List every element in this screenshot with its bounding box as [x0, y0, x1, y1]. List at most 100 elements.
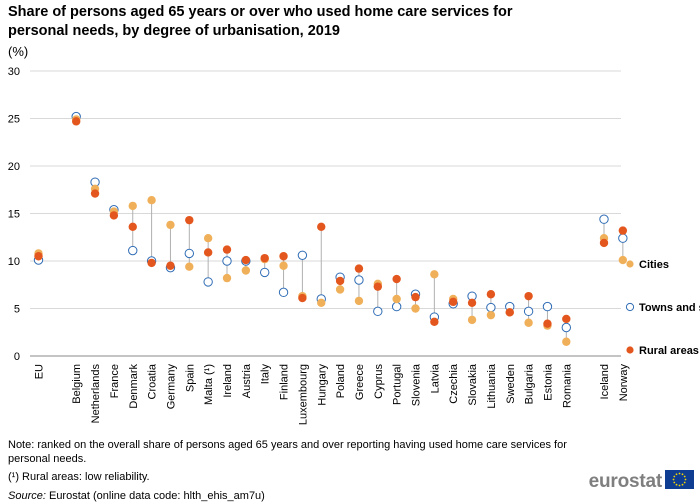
x-tick-label: Malta (¹)	[203, 364, 215, 405]
x-tick-label: Finland	[279, 364, 291, 400]
x-tick-label: Netherlands	[90, 364, 102, 424]
point-towns-and-suburbs	[355, 276, 363, 284]
source-text: Eurostat (online data code: hlth_ehis_am…	[46, 490, 265, 502]
x-tick-label: Austria	[241, 363, 253, 398]
point-towns-and-suburbs	[223, 257, 231, 265]
x-tick-label: Slovenia	[411, 363, 423, 406]
point-towns-and-suburbs	[374, 307, 382, 315]
point-cities	[430, 270, 438, 278]
x-tick-label: Belgium	[71, 364, 83, 404]
point-cities	[487, 311, 495, 319]
x-tick-label: Luxembourg	[297, 364, 309, 425]
x-tick-label: Portugal	[392, 364, 404, 405]
point-cities	[355, 297, 363, 305]
point-rural-areas	[91, 189, 99, 197]
point-towns-and-suburbs	[392, 302, 400, 310]
point-cities	[204, 234, 212, 242]
notes-block: Note: ranked on the overall share of per…	[8, 439, 608, 503]
legend-marker-rural-areas	[626, 346, 633, 353]
x-tick-label: Ireland	[222, 364, 234, 398]
point-cities	[166, 221, 174, 229]
x-tick-label: Romania	[561, 363, 573, 408]
point-cities	[129, 202, 137, 210]
x-tick-label: Iceland	[599, 364, 611, 399]
x-tick-label: Latvia	[429, 363, 441, 393]
point-cities	[317, 299, 325, 307]
data-markers	[34, 112, 627, 346]
point-cities	[411, 304, 419, 312]
y-tick-label: 0	[14, 351, 20, 363]
x-tick-label: Estonia	[542, 363, 554, 401]
y-tick-label: 25	[8, 114, 20, 126]
x-tick-label: EU	[34, 364, 46, 379]
note-text: Note: ranked on the overall share of per…	[8, 439, 608, 466]
point-towns-and-suburbs	[298, 251, 306, 259]
point-towns-and-suburbs	[562, 323, 570, 331]
point-towns-and-suburbs	[524, 307, 532, 315]
x-tick-label: Sweden	[505, 364, 517, 404]
x-tick-label: Norway	[618, 364, 630, 402]
point-cities	[185, 263, 193, 271]
x-tick-label: Spain	[184, 364, 196, 392]
point-rural-areas	[468, 299, 476, 307]
point-cities	[524, 319, 532, 327]
point-rural-areas	[374, 282, 382, 290]
x-tick-label: Slovakia	[467, 363, 479, 405]
point-towns-and-suburbs	[261, 268, 269, 276]
point-rural-areas	[317, 223, 325, 231]
eurostat-logo: eurostat	[589, 471, 662, 493]
x-tick-label: Poland	[335, 364, 347, 398]
legend-marker-cities	[626, 260, 633, 267]
legend-marker-towns-and-suburbs	[626, 303, 633, 310]
point-rural-areas	[600, 239, 608, 247]
point-cities	[147, 196, 155, 204]
x-tick-label: Bulgaria	[524, 363, 536, 404]
point-rural-areas	[147, 259, 155, 267]
point-cities	[392, 295, 400, 303]
point-rural-areas	[185, 216, 193, 224]
point-towns-and-suburbs	[129, 246, 137, 254]
point-rural-areas	[72, 117, 80, 125]
point-rural-areas	[619, 226, 627, 234]
point-towns-and-suburbs	[619, 234, 627, 242]
point-rural-areas	[298, 294, 306, 302]
x-tick-label: Croatia	[147, 363, 159, 399]
point-rural-areas	[430, 318, 438, 326]
y-tick-label: 10	[8, 256, 20, 268]
point-cities	[619, 256, 627, 264]
x-tick-label: Cyprus	[373, 364, 385, 399]
legend-label-towns-and-suburbs: Towns and suburbs	[639, 302, 700, 314]
point-cities	[242, 266, 250, 274]
point-towns-and-suburbs	[487, 303, 495, 311]
x-tick-label: Italy	[260, 364, 272, 385]
x-tick-label: Greece	[354, 364, 366, 400]
point-towns-and-suburbs	[204, 278, 212, 286]
x-tick-label: Czechia	[448, 363, 460, 404]
point-rural-areas	[261, 254, 269, 262]
eu-flag-icon	[665, 470, 694, 489]
point-cities	[279, 262, 287, 270]
x-tick-label: Germany	[165, 364, 177, 410]
point-rural-areas	[336, 277, 344, 285]
point-cities	[336, 285, 344, 293]
x-tick-label: Denmark	[128, 364, 140, 409]
point-cities	[223, 274, 231, 282]
point-rural-areas	[279, 252, 287, 260]
point-towns-and-suburbs	[543, 302, 551, 310]
point-rural-areas	[392, 275, 400, 283]
point-towns-and-suburbs	[279, 288, 287, 296]
point-rural-areas	[487, 290, 495, 298]
point-cities	[562, 338, 570, 346]
x-tick-label: France	[109, 364, 121, 398]
point-rural-areas	[355, 264, 363, 272]
legend-label-cities: Cities	[639, 259, 669, 271]
x-axis-labels: EU Belgium Netherlands France Denmark Croatia…	[34, 363, 630, 425]
legend-label-rural-areas: Rural areas	[639, 345, 699, 357]
footnote-text: (¹) Rural areas: low reliability.	[8, 471, 608, 485]
y-tick-label: 30	[8, 66, 20, 78]
source-line: Source: Eurostat (online data code: hlth…	[8, 490, 608, 503]
point-rural-areas	[110, 211, 118, 219]
point-rural-areas	[562, 315, 570, 323]
